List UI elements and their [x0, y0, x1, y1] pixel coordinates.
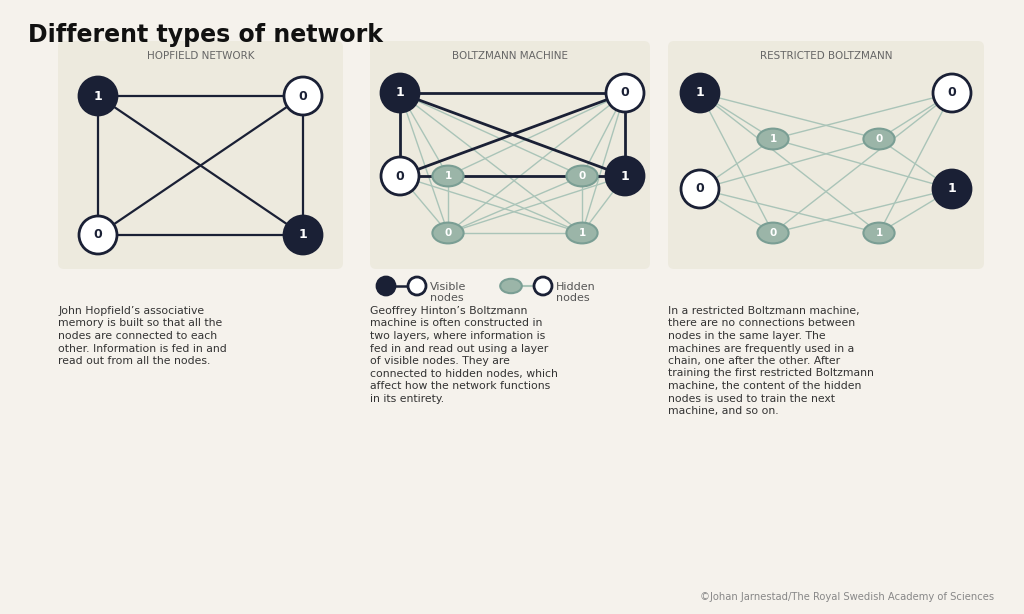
Text: there are no connections between: there are no connections between [668, 319, 855, 328]
Ellipse shape [432, 223, 464, 243]
Circle shape [79, 77, 117, 115]
Text: machine, and so on.: machine, and so on. [668, 406, 778, 416]
Text: 1: 1 [579, 228, 586, 238]
Text: 0: 0 [769, 228, 776, 238]
Text: 1: 1 [876, 228, 883, 238]
Text: machine, the content of the hidden: machine, the content of the hidden [668, 381, 861, 391]
Text: 1: 1 [395, 87, 404, 99]
Text: training the first restricted Boltzmann: training the first restricted Boltzmann [668, 368, 873, 378]
Circle shape [381, 157, 419, 195]
Ellipse shape [566, 223, 598, 243]
Text: Hidden: Hidden [556, 282, 596, 292]
Ellipse shape [863, 128, 895, 149]
FancyBboxPatch shape [370, 41, 650, 269]
Text: 1: 1 [621, 169, 630, 182]
Text: connected to hidden nodes, which: connected to hidden nodes, which [370, 368, 558, 378]
Text: memory is built so that all the: memory is built so that all the [58, 319, 222, 328]
Circle shape [933, 74, 971, 112]
Circle shape [284, 216, 322, 254]
Text: nodes are connected to each: nodes are connected to each [58, 331, 217, 341]
Circle shape [381, 74, 419, 112]
Text: nodes: nodes [430, 293, 464, 303]
Text: 1: 1 [444, 171, 452, 181]
Text: machine is often constructed in: machine is often constructed in [370, 319, 543, 328]
Text: in its entirety.: in its entirety. [370, 394, 444, 403]
Ellipse shape [500, 279, 522, 293]
FancyBboxPatch shape [58, 41, 343, 269]
Text: 0: 0 [93, 228, 102, 241]
Text: two layers, where information is: two layers, where information is [370, 331, 545, 341]
Text: read out from all the nodes.: read out from all the nodes. [58, 356, 210, 366]
FancyBboxPatch shape [668, 41, 984, 269]
Text: nodes is used to train the next: nodes is used to train the next [668, 394, 835, 403]
Ellipse shape [566, 166, 598, 187]
Circle shape [606, 74, 644, 112]
Text: 0: 0 [444, 228, 452, 238]
Circle shape [377, 277, 395, 295]
Text: 0: 0 [876, 134, 883, 144]
Text: Visible: Visible [430, 282, 466, 292]
Ellipse shape [863, 223, 895, 243]
Text: 1: 1 [93, 90, 102, 103]
Text: 1: 1 [695, 87, 705, 99]
Text: affect how the network functions: affect how the network functions [370, 381, 550, 391]
Text: nodes in the same layer. The: nodes in the same layer. The [668, 331, 825, 341]
Ellipse shape [758, 128, 788, 149]
Circle shape [79, 216, 117, 254]
Text: chain, one after the other. After: chain, one after the other. After [668, 356, 840, 366]
Text: HOPFIELD NETWORK: HOPFIELD NETWORK [146, 51, 254, 61]
Text: 0: 0 [395, 169, 404, 182]
Text: 1: 1 [769, 134, 776, 144]
Text: nodes: nodes [556, 293, 590, 303]
Text: machines are frequently used in a: machines are frequently used in a [668, 343, 854, 354]
Text: Geoffrey Hinton’s Boltzmann: Geoffrey Hinton’s Boltzmann [370, 306, 527, 316]
Text: 0: 0 [299, 90, 307, 103]
Text: 0: 0 [695, 182, 705, 195]
Circle shape [284, 77, 322, 115]
Circle shape [534, 277, 552, 295]
Circle shape [681, 170, 719, 208]
Text: 1: 1 [947, 182, 956, 195]
Ellipse shape [758, 223, 788, 243]
Circle shape [408, 277, 426, 295]
Text: 0: 0 [947, 87, 956, 99]
Circle shape [606, 157, 644, 195]
Text: 1: 1 [299, 228, 307, 241]
Text: other. Information is fed in and: other. Information is fed in and [58, 343, 226, 354]
Circle shape [681, 74, 719, 112]
Text: BOLTZMANN MACHINE: BOLTZMANN MACHINE [452, 51, 568, 61]
Text: In a restricted Boltzmann machine,: In a restricted Boltzmann machine, [668, 306, 859, 316]
Ellipse shape [432, 166, 464, 187]
Text: John Hopfield’s associative: John Hopfield’s associative [58, 306, 204, 316]
Text: ©Johan Jarnestad/The Royal Swedish Academy of Sciences: ©Johan Jarnestad/The Royal Swedish Acade… [699, 592, 994, 602]
Text: fed in and read out using a layer: fed in and read out using a layer [370, 343, 548, 354]
Text: Different types of network: Different types of network [28, 23, 383, 47]
Text: 0: 0 [579, 171, 586, 181]
Circle shape [933, 170, 971, 208]
Text: 0: 0 [621, 87, 630, 99]
Text: of visible nodes. They are: of visible nodes. They are [370, 356, 510, 366]
Text: RESTRICTED BOLTZMANN: RESTRICTED BOLTZMANN [760, 51, 892, 61]
